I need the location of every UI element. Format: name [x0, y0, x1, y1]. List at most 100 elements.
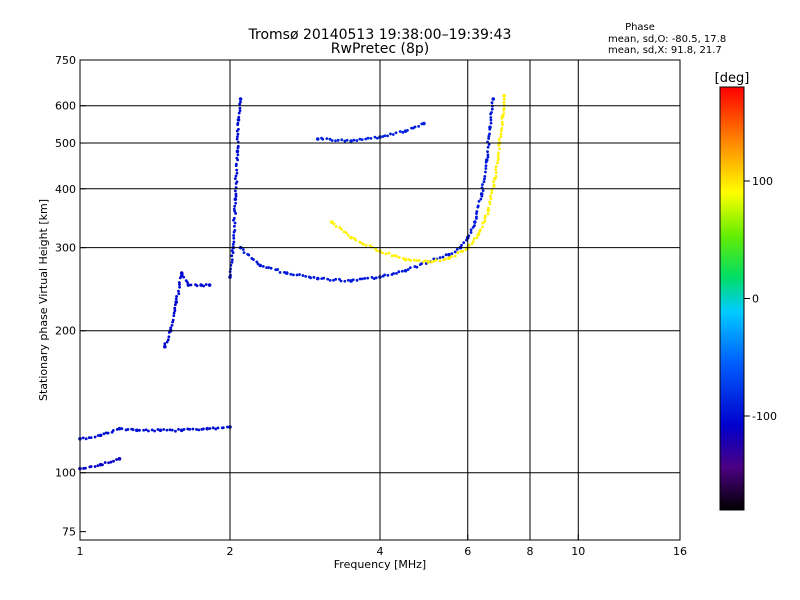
data-point: [478, 228, 482, 232]
data-point: [238, 102, 242, 106]
data-point: [237, 127, 240, 131]
data-point: [483, 219, 487, 223]
data-point: [178, 285, 181, 289]
data-point: [321, 137, 325, 141]
chart-subtitle: RwPretec (8p): [331, 41, 429, 57]
colorbar-ticks-layer: -100 0 100: [719, 86, 777, 511]
data-point: [469, 231, 473, 234]
data-point: [232, 216, 236, 220]
data-point: [265, 266, 268, 270]
data-point: [96, 464, 100, 468]
data-point: [487, 143, 491, 146]
data-point: [233, 204, 237, 208]
data-point: [489, 121, 493, 125]
data-point: [494, 168, 498, 172]
data-point: [420, 262, 424, 265]
data-point: [174, 429, 177, 433]
data-point: [447, 256, 451, 260]
data-point: [502, 97, 506, 101]
data-point: [472, 240, 475, 243]
data-point: [441, 255, 445, 259]
data-point: [334, 277, 338, 281]
data-point: [500, 126, 504, 130]
data-point: [197, 428, 201, 432]
data-point: [490, 101, 494, 105]
data-point: [484, 158, 489, 162]
data-point: [182, 427, 186, 431]
data-point: [488, 132, 491, 136]
data-point: [432, 257, 436, 261]
data-point: [177, 289, 180, 293]
data-point: [131, 428, 135, 432]
data-point: [384, 252, 388, 256]
data-point: [497, 151, 500, 155]
data-point: [345, 138, 349, 142]
data-point: [332, 278, 335, 282]
data-point: [312, 275, 316, 279]
data-point: [232, 236, 236, 240]
data-point: [330, 139, 334, 142]
data-point: [381, 251, 384, 255]
data-point: [470, 242, 474, 245]
data-point: [450, 252, 454, 256]
data-point: [352, 138, 356, 142]
data-point: [486, 155, 490, 159]
data-point: [252, 258, 255, 261]
data-point: [238, 109, 242, 113]
data-point: [150, 428, 154, 432]
data-point: [84, 437, 88, 441]
data-point: [234, 174, 238, 178]
data-point: [261, 264, 265, 268]
data-point: [364, 137, 368, 141]
data-point: [502, 112, 506, 116]
data-point: [177, 427, 180, 431]
data-point: [172, 311, 176, 315]
data-point: [355, 139, 359, 142]
data-point: [498, 147, 501, 151]
data-point: [334, 139, 337, 143]
data-point: [423, 259, 427, 263]
x-tick-label: 4: [377, 545, 384, 558]
data-point: [170, 323, 174, 327]
data-point: [473, 220, 477, 224]
data-point: [315, 276, 320, 281]
data-point: [153, 429, 156, 433]
data-point: [211, 426, 215, 430]
data-point: [278, 270, 282, 274]
scatter-points-layer: [78, 93, 506, 471]
data-point: [386, 273, 390, 277]
data-point: [165, 340, 169, 344]
axis-ticks-layer: 1 2 4 6 8 10 16 75 100 200 300 400 500 600 750: [55, 54, 687, 558]
data-point: [438, 256, 442, 260]
trace-e-layer-low-trace: [78, 425, 232, 441]
data-point: [398, 130, 402, 133]
data-point: [236, 121, 240, 125]
data-point: [234, 194, 238, 198]
data-point: [475, 215, 478, 219]
data-point: [413, 125, 417, 129]
data-point: [292, 273, 295, 277]
data-point: [484, 164, 488, 168]
y-tick-label: 100: [55, 467, 76, 480]
y-tick-label: 600: [55, 100, 76, 113]
data-point: [236, 153, 240, 157]
data-point: [477, 199, 481, 203]
data-point: [195, 427, 198, 431]
data-point: [165, 428, 169, 432]
data-point: [499, 135, 503, 139]
data-point: [373, 135, 377, 139]
data-point: [392, 272, 395, 275]
data-point: [481, 221, 485, 225]
data-point: [349, 235, 353, 240]
data-point: [453, 250, 457, 254]
data-point: [346, 233, 350, 237]
data-point: [236, 144, 240, 148]
data-point: [453, 254, 457, 258]
data-point: [360, 138, 364, 141]
data-point: [344, 231, 348, 235]
data-point: [483, 174, 487, 178]
data-point: [158, 428, 163, 433]
data-point: [496, 157, 500, 160]
data-point: [234, 162, 238, 166]
data-point: [455, 247, 459, 251]
